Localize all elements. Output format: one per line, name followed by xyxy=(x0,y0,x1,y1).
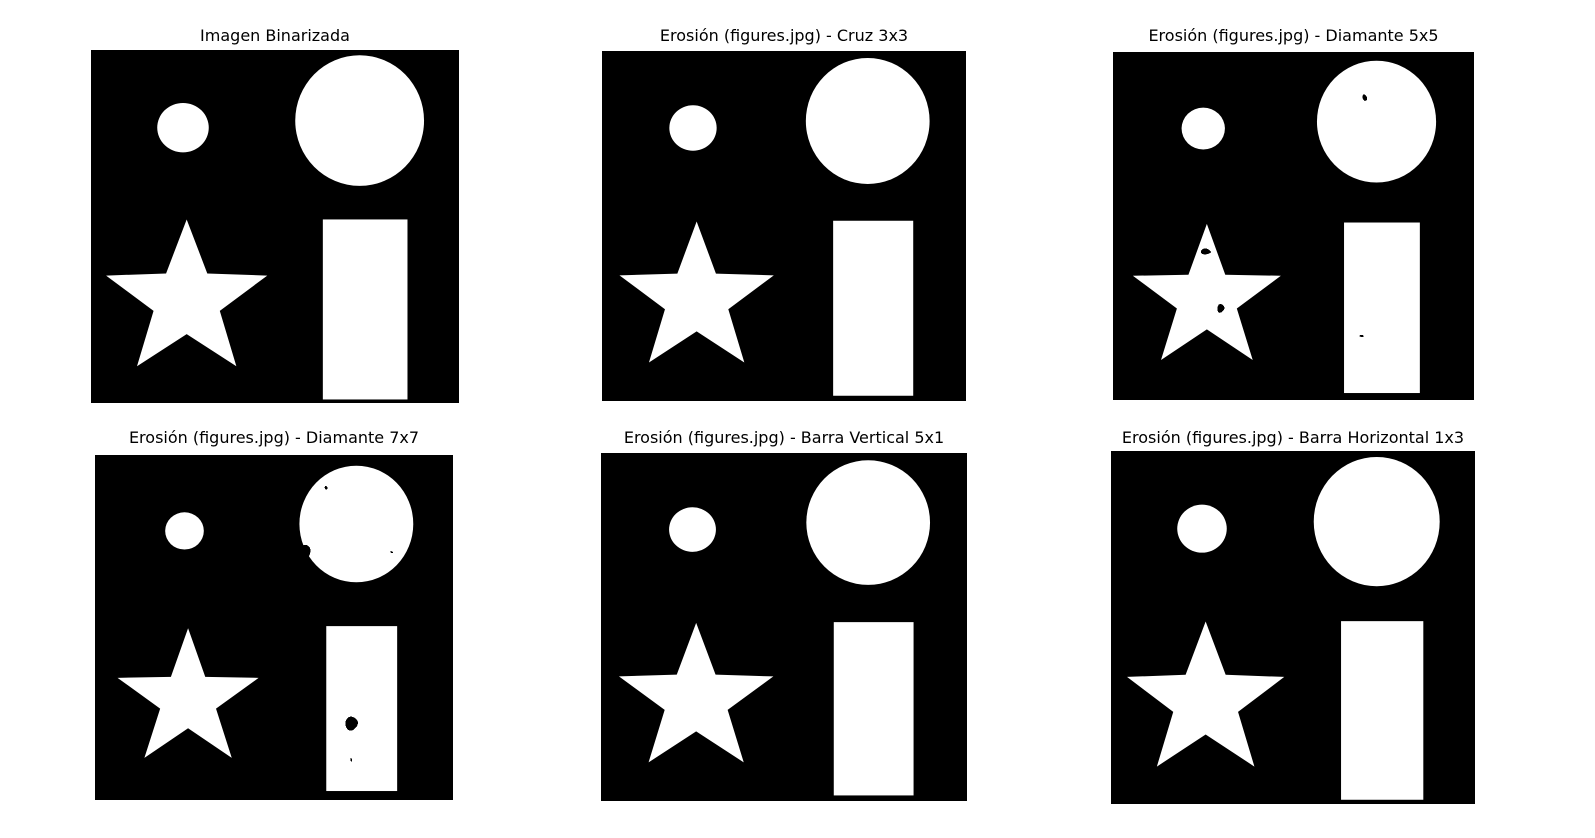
binary-image-svg xyxy=(1111,451,1475,804)
panel-title: Erosión (figures.jpg) - Cruz 3x3 xyxy=(659,26,909,45)
panel-title: Erosión (figures.jpg) - Barra Vertical 5… xyxy=(623,428,945,447)
image-binarized xyxy=(91,50,459,403)
small-circle xyxy=(1181,107,1225,150)
panel-erosion-horizontal-bar-1x3: Erosión (figures.jpg) - Barra Horizontal… xyxy=(1111,428,1475,804)
panel-title: Erosión (figures.jpg) - Diamante 5x5 xyxy=(1148,26,1439,45)
star xyxy=(1132,223,1281,360)
binary-image-svg xyxy=(1132,60,1437,394)
large-circle xyxy=(299,465,414,583)
small-circle xyxy=(669,507,716,552)
large-circle xyxy=(1316,60,1437,183)
small-circle xyxy=(669,105,717,151)
background-speckle xyxy=(1111,451,1475,804)
rectangle xyxy=(1344,222,1420,394)
rectangle xyxy=(326,626,398,792)
large-circle xyxy=(805,58,930,184)
panel-erosion-cross-3x3: Erosión (figures.jpg) - Cruz 3x3 xyxy=(602,26,966,402)
panel-erosion-diamond-7x7: Erosión (figures.jpg) - Diamante 7x7 xyxy=(95,428,453,800)
background-speckle xyxy=(91,50,459,403)
image-erosion-vertical-bar-5x1 xyxy=(601,453,967,801)
panel-erosion-vertical-bar-5x1: Erosión (figures.jpg) - Barra Vertical 5… xyxy=(601,428,967,801)
image-erosion-diamond-5x5 xyxy=(1113,52,1474,400)
small-circle xyxy=(165,512,204,550)
shapes-group xyxy=(619,58,930,396)
large-circle xyxy=(806,460,931,585)
shapes-group xyxy=(618,460,931,796)
shapes-group xyxy=(1132,60,1437,394)
star xyxy=(619,221,774,363)
panel-binarized: Imagen Binarizada xyxy=(91,26,459,404)
binary-image-svg xyxy=(117,465,414,792)
panel-title: Erosión (figures.jpg) - Barra Horizontal… xyxy=(1121,428,1465,447)
image-erosion-cross-3x3 xyxy=(602,51,966,401)
star xyxy=(117,628,259,758)
panel-title: Erosión (figures.jpg) - Diamante 7x7 xyxy=(128,428,420,447)
rectangle xyxy=(833,622,914,796)
panel-erosion-diamond-5x5: Erosión (figures.jpg) - Diamante 5x5 xyxy=(1113,26,1474,400)
star xyxy=(618,622,774,763)
rectangle xyxy=(833,220,914,396)
image-erosion-diamond-7x7 xyxy=(95,455,453,800)
panel-title: Imagen Binarizada xyxy=(200,26,350,45)
image-erosion-horizontal-bar-1x3 xyxy=(1111,451,1475,804)
binary-image-svg xyxy=(618,460,931,796)
binary-image-svg xyxy=(91,50,459,403)
binary-image-svg xyxy=(619,58,930,396)
shapes-group xyxy=(117,465,414,792)
